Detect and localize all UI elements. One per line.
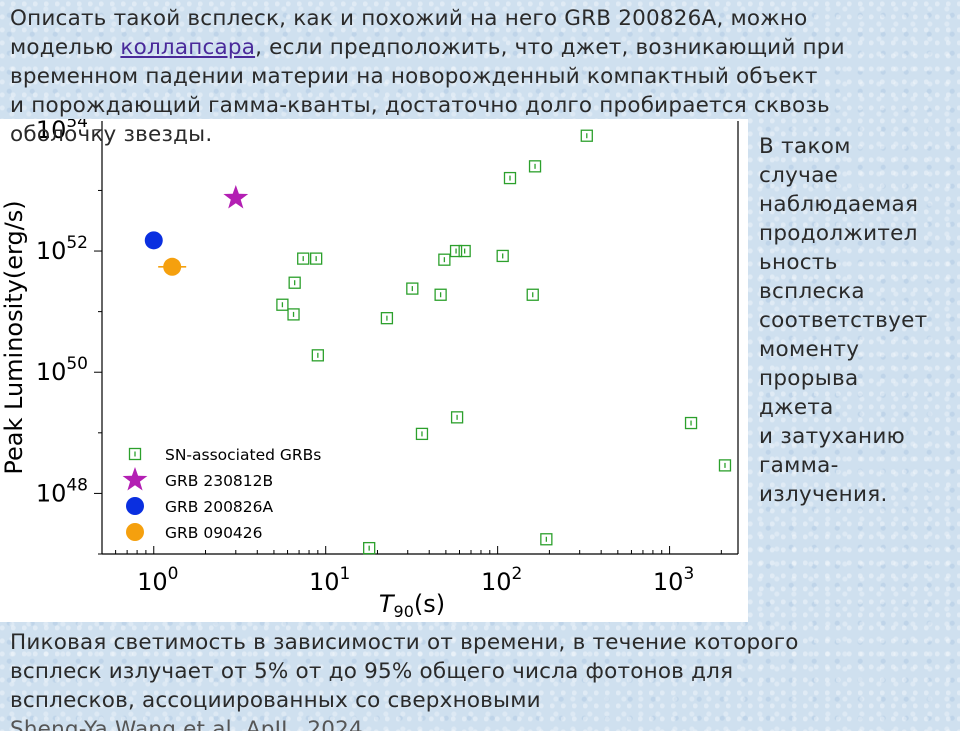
intro-line-2: моделью коллапсара, если предположить, ч… bbox=[10, 33, 950, 62]
data-point bbox=[434, 288, 447, 301]
scatter-chart: 100 101 102 103 1048 1050 1052 1054 T90(s) Peak L… bbox=[0, 119, 739, 621]
data-point bbox=[223, 185, 249, 209]
x-tick-label: 103 bbox=[653, 564, 694, 596]
data-point bbox=[528, 160, 542, 173]
legend-label: GRB 200826A bbox=[165, 498, 274, 516]
data-point bbox=[449, 244, 463, 258]
data-point bbox=[144, 231, 163, 250]
collapsar-link[interactable]: коллапсара bbox=[120, 35, 256, 60]
legend-marker bbox=[126, 497, 144, 515]
caption-line-3: всплесков, ассоциированных со сверхновым… bbox=[10, 688, 541, 713]
data-point bbox=[684, 416, 698, 430]
data-point bbox=[540, 533, 553, 546]
intro-line-5: оболочку звезды. bbox=[10, 122, 213, 147]
intro-line-2-start: моделью bbox=[10, 35, 121, 60]
legend-label: SN-associated GRBs bbox=[165, 446, 321, 464]
chart-panel: 100 101 102 103 1048 1050 1052 1054 T90(s) Peak L… bbox=[0, 119, 748, 622]
caption-line-4: Sheng-Ya Wang et al. ApJL, 2024 bbox=[10, 717, 363, 731]
data-point bbox=[406, 282, 419, 295]
y-tick-label: 1050 bbox=[36, 354, 88, 386]
data-point bbox=[458, 244, 471, 258]
data-point bbox=[718, 459, 732, 472]
data-point bbox=[580, 129, 593, 142]
data-point bbox=[276, 298, 289, 311]
data-point bbox=[297, 252, 310, 265]
data-point bbox=[163, 257, 182, 276]
legend-marker bbox=[128, 447, 142, 461]
caption-paragraph: Пиковая светимость в зависимости от врем… bbox=[10, 628, 950, 731]
x-tick-label: 101 bbox=[309, 564, 350, 596]
data-point bbox=[526, 288, 539, 301]
x-tick-label: 100 bbox=[137, 564, 178, 596]
data-point bbox=[311, 349, 324, 362]
x-axis-label: T90(s) bbox=[379, 590, 445, 621]
intro-line-2-end: , если предположить, что джет, возникающ… bbox=[255, 35, 845, 60]
y-tick-label: 1048 bbox=[36, 475, 88, 507]
data-point bbox=[380, 312, 394, 325]
legend-label: GRB 230812B bbox=[165, 472, 273, 490]
legend-marker bbox=[126, 523, 144, 541]
data-point bbox=[503, 171, 517, 185]
data-point bbox=[496, 249, 509, 263]
data-point bbox=[415, 427, 429, 441]
caption-line-1: Пиковая светимость в зависимости от врем… bbox=[10, 630, 799, 655]
intro-line-3: временном падении материи на новорожденн… bbox=[10, 64, 818, 89]
side-paragraph: В таком случае наблюдаемая продолжител ь… bbox=[759, 134, 928, 507]
data-point bbox=[287, 308, 300, 321]
data-point bbox=[450, 411, 464, 424]
y-axis-label: Peak Luminosity(erg/s) bbox=[0, 200, 28, 474]
data-point bbox=[438, 253, 451, 266]
intro-line-4: и порождающий гамма-кванты, достаточно д… bbox=[10, 93, 830, 118]
intro-paragraph: Описать такой всплеск, как и похожий на … bbox=[10, 4, 950, 120]
y-tick-label: 1052 bbox=[36, 233, 88, 265]
caption-line-2: всплеск излучает от 5% от до 95% общего … bbox=[10, 659, 734, 684]
data-point bbox=[288, 276, 301, 289]
legend-label: GRB 090426 bbox=[165, 524, 263, 542]
data-point bbox=[310, 252, 323, 265]
y-tick-label: 1054 bbox=[36, 119, 88, 144]
data-point bbox=[363, 541, 376, 555]
legend-marker bbox=[122, 467, 148, 491]
x-tick-label: 102 bbox=[481, 564, 522, 596]
intro-line-1: Описать такой всплеск, как и похожий на … bbox=[10, 6, 808, 31]
